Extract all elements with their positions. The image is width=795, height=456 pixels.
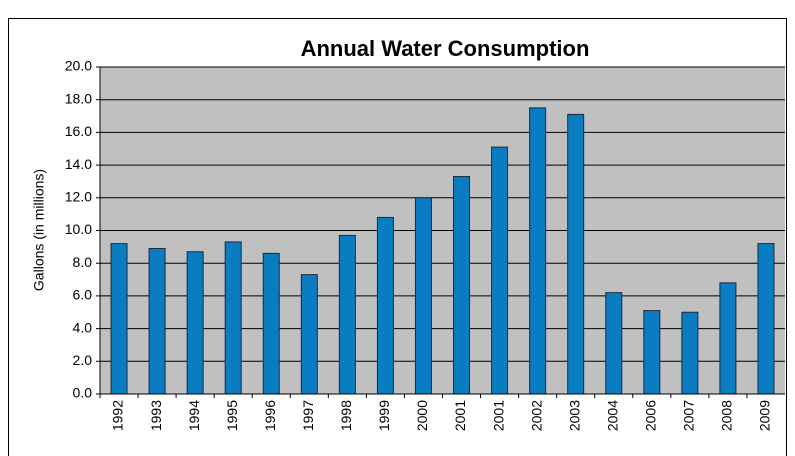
x-tick-label: 2008 [719, 400, 735, 431]
bar [453, 176, 471, 395]
y-tick-label: 10.0 [65, 221, 92, 237]
x-tick-label: 2006 [643, 400, 659, 431]
x-tick-label: 2001 [490, 400, 506, 431]
x-tick-label: 2007 [681, 400, 697, 431]
bar [186, 251, 204, 395]
y-tick-label: 8.0 [73, 254, 93, 270]
x-tick-label: 1998 [338, 400, 354, 431]
x-tick-label: 1993 [148, 400, 164, 431]
bar [110, 243, 128, 395]
bar [338, 234, 356, 395]
y-tick-label: 16.0 [65, 123, 92, 139]
x-tick-label: 2002 [528, 400, 544, 431]
x-tick-label: 1994 [186, 400, 202, 431]
x-tick-label: 1997 [300, 400, 316, 431]
y-tick-label: 0.0 [73, 385, 93, 401]
bar [224, 241, 242, 395]
x-tick-label: 2004 [604, 400, 620, 431]
y-tick-label: 6.0 [73, 287, 93, 303]
x-tick-label: 2003 [566, 400, 582, 431]
x-tick-label: 2009 [757, 400, 773, 431]
y-tick-label: 20.0 [65, 58, 92, 74]
bar [376, 216, 394, 395]
bar [300, 274, 318, 395]
bar [567, 113, 585, 395]
bar [148, 247, 166, 395]
bar [414, 197, 432, 395]
bar [491, 146, 509, 395]
chart-title: Annual Water Consumption [301, 36, 590, 61]
y-axis-label: Gallons (in millions) [31, 169, 47, 291]
x-tick-label: 2000 [414, 400, 430, 431]
x-tick-label: 1999 [376, 400, 392, 431]
x-tick-label: 1992 [110, 400, 126, 431]
x-tick-label: 2001 [452, 400, 468, 431]
bar [643, 310, 661, 395]
y-tick-label: 18.0 [65, 90, 92, 106]
bar [605, 292, 623, 395]
bar [719, 282, 737, 395]
bar [529, 107, 547, 395]
y-tick-label: 4.0 [73, 319, 93, 335]
bar [757, 243, 775, 395]
bar [681, 311, 699, 395]
x-tick-label: 1995 [224, 400, 240, 431]
y-tick-label: 12.0 [65, 189, 92, 205]
bar [262, 252, 280, 395]
x-tick-label: 1996 [262, 400, 278, 431]
y-tick-label: 14.0 [65, 156, 92, 172]
y-tick-label: 2.0 [73, 352, 93, 368]
